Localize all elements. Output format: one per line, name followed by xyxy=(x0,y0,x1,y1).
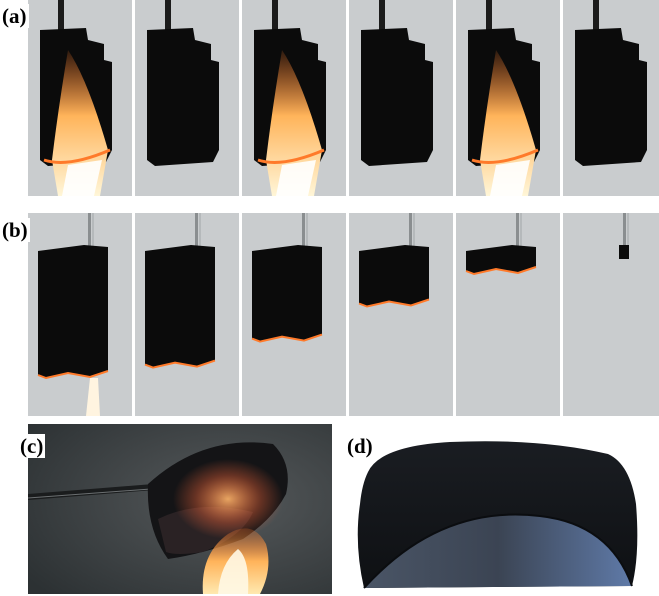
frame-a-5 xyxy=(456,0,560,196)
frame-a-1 xyxy=(28,0,132,196)
frame-a-2 xyxy=(135,0,239,196)
frame-b-4 xyxy=(349,213,453,416)
frame-a-6 xyxy=(563,0,659,196)
row-b-sequence xyxy=(28,213,659,416)
photo-d-curved-sheet-after-burning xyxy=(340,424,659,596)
frame-b-3 xyxy=(242,213,346,416)
panel-label-b: (b) xyxy=(0,218,30,242)
panel-label-a: (a) xyxy=(0,4,29,28)
row-a-sequence xyxy=(28,0,659,196)
photo-c-curved-sheet-in-flame xyxy=(28,424,332,594)
frame-b-6 xyxy=(563,213,659,416)
frame-b-5 xyxy=(456,213,560,416)
panel-label-d: (d) xyxy=(345,434,375,458)
frame-b-2 xyxy=(135,213,239,416)
panel-label-c: (c) xyxy=(18,434,46,458)
frame-a-4 xyxy=(349,0,453,196)
frame-a-3 xyxy=(242,0,346,196)
frame-b-1 xyxy=(28,213,132,416)
